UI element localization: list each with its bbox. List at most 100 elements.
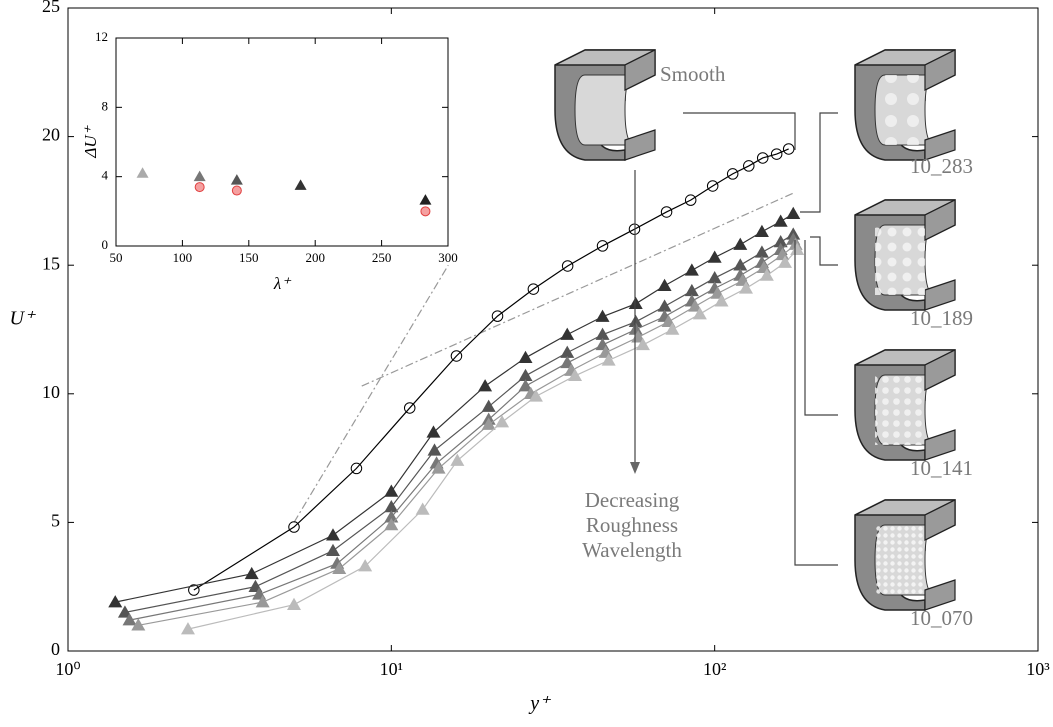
series-line <box>193 148 789 591</box>
y-axis-label: ΔU⁺ <box>81 124 100 158</box>
marker <box>450 350 463 362</box>
marker <box>420 206 431 217</box>
marker <box>733 258 748 271</box>
marker <box>596 240 609 252</box>
marker <box>518 350 533 364</box>
marker <box>726 168 739 180</box>
x-tick-label: 150 <box>239 250 259 265</box>
marker <box>756 152 769 164</box>
marker <box>568 368 583 382</box>
x-tick-label: 100 <box>173 250 193 265</box>
marker <box>759 268 774 281</box>
x-tick-label: 10⁰ <box>55 659 80 679</box>
marker <box>384 517 399 531</box>
marker <box>288 521 300 533</box>
series-label: 10_283 <box>910 154 973 178</box>
y-tick-label: 8 <box>102 98 109 113</box>
reference-line <box>361 192 794 387</box>
annotation: Roughness <box>586 513 678 537</box>
marker <box>426 425 441 438</box>
marker <box>108 595 123 608</box>
marker <box>481 399 496 412</box>
marker <box>491 310 504 322</box>
annotation: Wavelength <box>582 538 682 562</box>
marker <box>714 294 729 307</box>
y-tick-label: 10 <box>42 382 60 402</box>
marker <box>188 584 200 596</box>
y-tick-label: 5 <box>51 511 60 531</box>
marker <box>431 461 446 474</box>
marker <box>255 595 270 608</box>
marker <box>325 528 340 541</box>
marker <box>131 618 146 631</box>
marker <box>450 453 465 466</box>
marker <box>478 379 493 392</box>
marker <box>773 214 788 227</box>
x-tick-label: 10¹ <box>380 659 403 679</box>
marker <box>193 170 206 182</box>
marker <box>403 402 416 414</box>
marker <box>325 543 340 556</box>
marker <box>635 337 650 351</box>
marker <box>665 322 680 335</box>
marker <box>754 245 769 258</box>
y-tick-label: 15 <box>42 253 60 273</box>
marker <box>415 502 430 515</box>
series-label: 10_141 <box>910 456 973 480</box>
marker <box>739 281 754 294</box>
marker <box>561 260 574 272</box>
marker <box>384 499 399 513</box>
marker <box>528 389 543 402</box>
marker <box>657 278 672 292</box>
marker <box>230 174 243 185</box>
marker <box>244 566 259 580</box>
marker <box>350 462 363 475</box>
marker <box>427 443 442 456</box>
x-axis-label: λ⁺ <box>273 274 292 293</box>
x-tick-label: 10³ <box>1026 659 1050 679</box>
y-tick-label: 20 <box>42 125 60 145</box>
y-axis-label: U⁺ <box>10 308 36 330</box>
marker <box>790 242 805 256</box>
series-label: Smooth <box>660 62 726 86</box>
marker <box>560 327 575 340</box>
marker <box>117 605 132 618</box>
y-tick-label: 4 <box>102 168 109 183</box>
x-tick-label: 250 <box>372 250 392 265</box>
marker <box>527 283 540 295</box>
marker <box>628 322 643 335</box>
marker <box>706 180 719 192</box>
x-tick-label: 300 <box>438 250 458 265</box>
marker <box>684 263 699 276</box>
marker <box>773 235 788 248</box>
marker <box>294 179 307 190</box>
x-axis-label: y⁺ <box>528 693 551 715</box>
marker <box>481 417 496 430</box>
marker <box>684 283 699 297</box>
x-tick-label: 200 <box>305 250 325 265</box>
marker <box>287 597 302 610</box>
reference-line <box>293 264 449 523</box>
marker <box>777 255 792 268</box>
marker <box>754 224 769 238</box>
x-tick-label: 10² <box>703 659 726 679</box>
marker <box>601 353 616 366</box>
connectors <box>630 112 838 566</box>
marker <box>775 247 790 261</box>
marker <box>628 296 643 310</box>
marker <box>692 307 707 320</box>
marker <box>628 314 643 328</box>
marker <box>707 250 722 263</box>
marker <box>180 622 195 635</box>
marker <box>518 368 533 382</box>
marker <box>495 415 510 428</box>
marker <box>194 182 205 193</box>
annotation: Decreasing <box>585 488 680 512</box>
marker <box>660 206 673 218</box>
plot-frame <box>115 37 449 247</box>
inset: 50 100 150 200 250 300 0 4 8 12 λ⁺ ΔU⁺ <box>81 29 458 293</box>
marker <box>136 167 149 178</box>
marker <box>358 559 373 572</box>
marker <box>384 484 399 497</box>
